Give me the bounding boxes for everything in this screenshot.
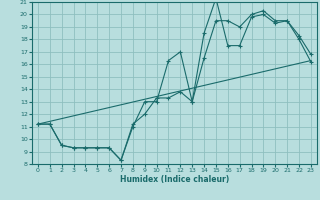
X-axis label: Humidex (Indice chaleur): Humidex (Indice chaleur) <box>120 175 229 184</box>
